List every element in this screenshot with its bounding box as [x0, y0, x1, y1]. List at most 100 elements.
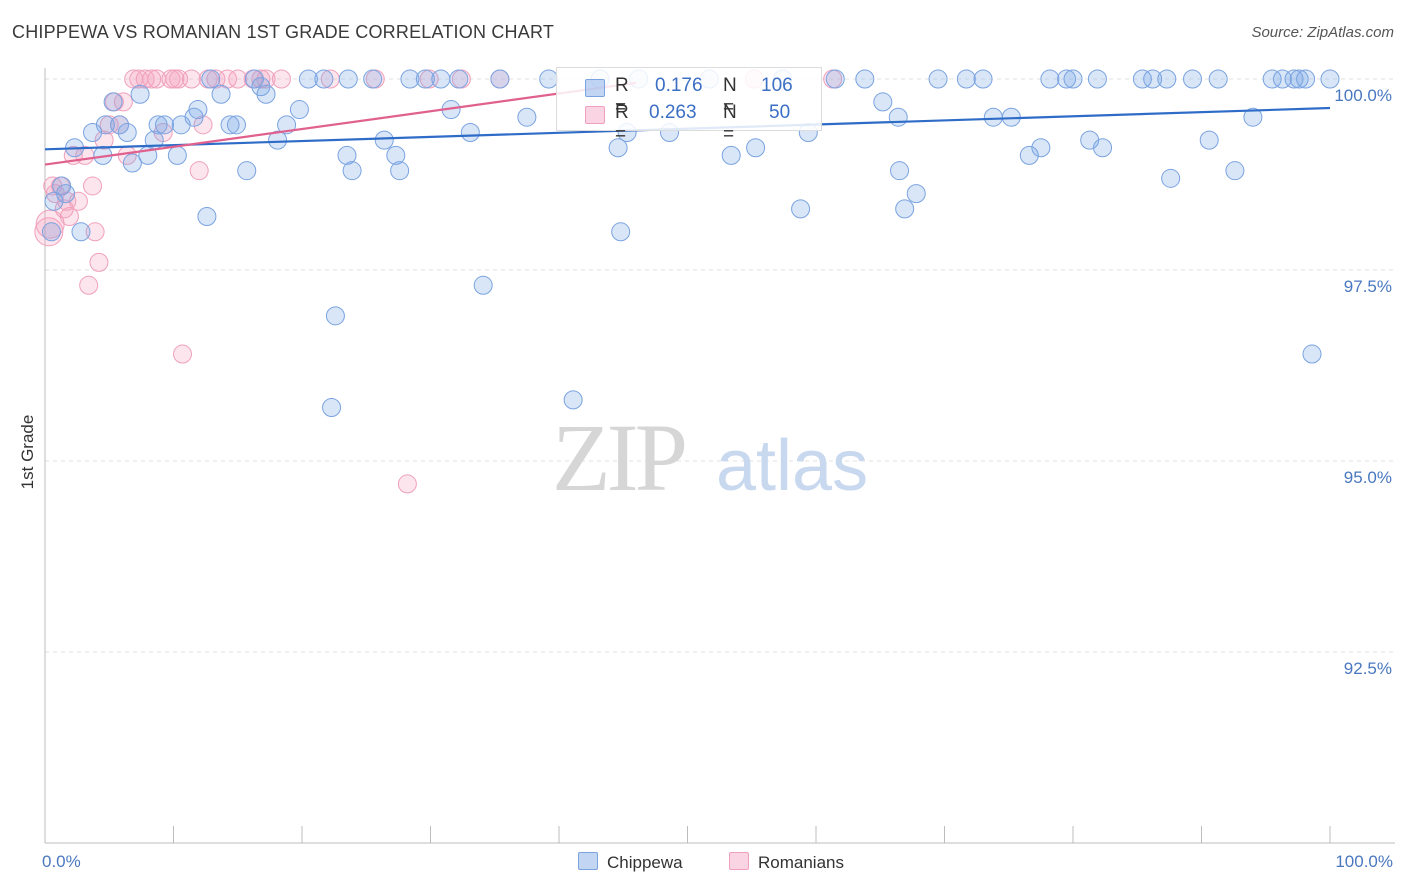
- chippewa-point: [400, 69, 420, 89]
- chippewa-point: [1302, 344, 1322, 364]
- legend-r-label: R =: [615, 75, 629, 118]
- chippewa-point: [1057, 69, 1077, 89]
- chippewa-point: [298, 69, 318, 89]
- watermark-atlas: atlas: [716, 426, 868, 506]
- romanians-point: [181, 69, 201, 89]
- chippewa-point: [1262, 69, 1282, 89]
- x-tick-label-right: 100.0%: [1335, 852, 1393, 871]
- chippewa-point: [1040, 69, 1060, 89]
- chippewa-point: [220, 115, 240, 135]
- chippewa-point: [363, 69, 383, 89]
- romanians-point: [85, 222, 105, 242]
- chippewa-point: [386, 145, 406, 165]
- chippewa-point: [431, 69, 451, 89]
- chippewa-point: [895, 199, 915, 219]
- y-tick-label: 97.5%: [1343, 277, 1392, 296]
- chippewa-point: [338, 69, 358, 89]
- bottom-legend-label: Chippewa: [607, 853, 683, 872]
- legend-n-value: 50: [769, 102, 791, 123]
- chippewa-point: [237, 161, 257, 181]
- chippewa-point: [325, 306, 345, 326]
- chippewa-point: [855, 69, 875, 89]
- legend-r-label: R =: [615, 102, 629, 145]
- chippewa-point: [825, 69, 845, 89]
- chippewa-point: [791, 199, 811, 219]
- chippewa-point: [41, 222, 61, 242]
- chippewa-point: [1087, 69, 1107, 89]
- chippewa-point: [56, 184, 76, 204]
- chippewa-point: [95, 115, 115, 135]
- chippewa-point: [201, 69, 221, 89]
- chippewa-point: [1132, 69, 1152, 89]
- bottom-legend-label: Romanians: [758, 853, 844, 872]
- chippewa-point: [110, 115, 130, 135]
- chippewa-point: [148, 115, 168, 135]
- romanians-point: [83, 176, 103, 196]
- chippewa-point: [449, 69, 469, 89]
- chippewa-point: [130, 84, 150, 104]
- romanians-legend-icon: [729, 852, 749, 870]
- chippewa-point: [490, 69, 510, 89]
- chippewa-point: [473, 275, 493, 295]
- chippewa-point: [197, 207, 217, 227]
- romanians-point: [89, 252, 109, 272]
- chippewa-point: [268, 130, 288, 150]
- chippewa-point: [1031, 138, 1051, 158]
- chippewa-point: [103, 92, 123, 112]
- x-tick-label-left: 0.0%: [42, 852, 81, 871]
- chippewa-point: [1284, 69, 1304, 89]
- chippewa-point: [890, 161, 910, 181]
- legend-n-value: 106: [761, 75, 793, 96]
- chippewa-point: [1320, 69, 1340, 89]
- chippewa-point: [211, 84, 231, 104]
- chippewa-point: [244, 69, 264, 89]
- romanians-point: [271, 69, 291, 89]
- chippewa-point: [1161, 168, 1181, 188]
- romanians-swatch-icon: [585, 106, 605, 124]
- chippewa-point: [337, 145, 357, 165]
- romanians-point: [94, 130, 114, 150]
- chippewa-point: [256, 84, 276, 104]
- chippewa-point: [1296, 69, 1316, 89]
- chippewa-point: [1208, 69, 1228, 89]
- chippewa-point: [906, 184, 926, 204]
- legend-n-label: N =: [723, 75, 737, 118]
- legend-r-value: 0.263: [649, 102, 697, 123]
- romanians-point: [228, 69, 248, 89]
- chippewa-point: [1225, 161, 1245, 181]
- romanians-point: [251, 69, 271, 89]
- y-tick-label: 100.0%: [1334, 86, 1392, 105]
- chippewa-point: [873, 92, 893, 112]
- chippewa-point: [314, 69, 334, 89]
- chippewa-point: [746, 138, 766, 158]
- stats-legend: R = 0.176 N = 106 R = 0.263 N = 50: [556, 67, 822, 145]
- watermark-zip: ZIP: [552, 404, 685, 511]
- romanians-points: [34, 69, 843, 494]
- romanians-point: [135, 69, 155, 89]
- bottom-legend-romanians: Romanians: [729, 852, 844, 873]
- chippewa-point: [226, 115, 246, 135]
- chippewa-point: [44, 191, 64, 211]
- chippewa-point: [167, 145, 187, 165]
- chippewa-point: [117, 122, 137, 142]
- chippewa-point: [122, 153, 142, 173]
- chippewa-point: [1289, 69, 1309, 89]
- y-tick-label: 95.0%: [1343, 468, 1392, 487]
- chippewa-point: [888, 107, 908, 127]
- chippewa-point: [1272, 69, 1292, 89]
- romanians-point: [397, 474, 417, 494]
- chippewa-point: [322, 398, 342, 418]
- chippewa-point: [1093, 138, 1113, 158]
- chippewa-point: [1243, 107, 1263, 127]
- chippewa-points: [41, 69, 1340, 418]
- legend-n-label: N =: [723, 102, 737, 145]
- romanians-point: [172, 344, 192, 364]
- chippewa-point: [460, 122, 480, 142]
- chippewa-point: [973, 69, 993, 89]
- chippewa-legend-icon: [578, 852, 598, 870]
- chippewa-point: [517, 107, 537, 127]
- chippewa-point: [983, 107, 1003, 127]
- chippewa-point: [611, 222, 631, 242]
- chippewa-point: [277, 115, 297, 135]
